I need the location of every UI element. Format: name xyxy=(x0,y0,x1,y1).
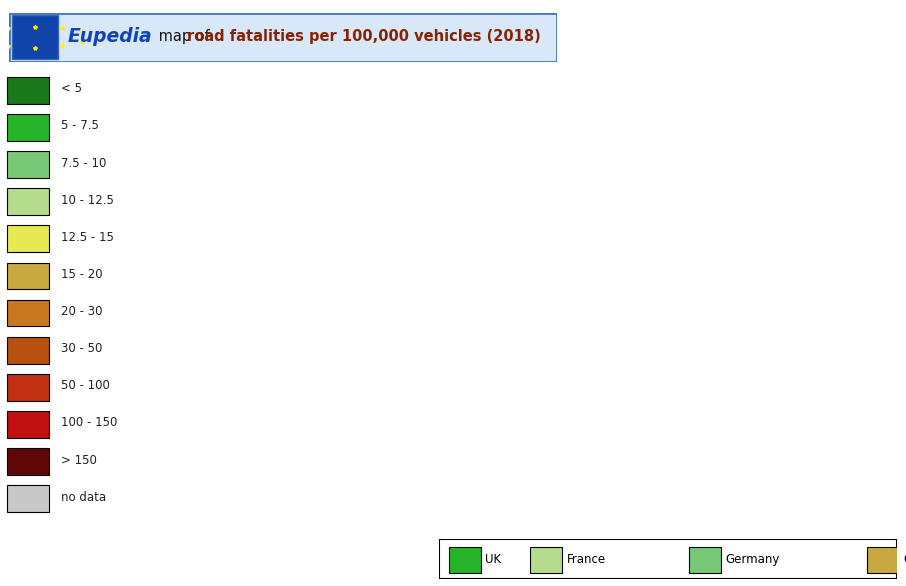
FancyBboxPatch shape xyxy=(9,13,557,62)
Bar xyxy=(7,151,50,178)
Text: 5 - 7.5: 5 - 7.5 xyxy=(61,120,99,132)
Text: 30 - 50: 30 - 50 xyxy=(61,342,102,355)
Bar xyxy=(7,114,50,141)
Text: road fatalities per 100,000 vehicles (2018): road fatalities per 100,000 vehicles (20… xyxy=(187,29,540,44)
Text: 12.5 - 15: 12.5 - 15 xyxy=(61,231,113,244)
Bar xyxy=(7,226,50,252)
Text: > 150: > 150 xyxy=(61,454,97,466)
Bar xyxy=(7,299,50,326)
Text: France: France xyxy=(567,553,606,565)
Bar xyxy=(7,374,50,401)
Bar xyxy=(7,411,50,438)
Text: 7.5 - 10: 7.5 - 10 xyxy=(61,156,106,169)
FancyBboxPatch shape xyxy=(439,539,897,579)
Bar xyxy=(7,77,50,104)
Bar xyxy=(530,547,563,573)
Text: 50 - 100: 50 - 100 xyxy=(61,379,110,392)
Bar xyxy=(448,547,480,573)
Bar xyxy=(7,485,50,512)
Text: Eupedia: Eupedia xyxy=(68,27,152,46)
Bar xyxy=(867,547,900,573)
Text: no data: no data xyxy=(61,490,106,503)
Bar xyxy=(7,448,50,475)
Text: 100 - 150: 100 - 150 xyxy=(61,417,117,430)
Bar xyxy=(12,15,58,59)
Text: 15 - 20: 15 - 20 xyxy=(61,268,102,281)
Text: Canada: Canada xyxy=(904,553,906,565)
Text: Germany: Germany xyxy=(726,553,780,565)
Text: < 5: < 5 xyxy=(61,83,82,96)
Text: 10 - 12.5: 10 - 12.5 xyxy=(61,194,113,207)
Text: UK: UK xyxy=(486,553,501,565)
Bar xyxy=(7,188,50,215)
Bar xyxy=(689,547,721,573)
Bar xyxy=(7,337,50,363)
Bar xyxy=(7,263,50,289)
Text: 20 - 30: 20 - 30 xyxy=(61,305,102,318)
Text: map of: map of xyxy=(154,29,215,44)
